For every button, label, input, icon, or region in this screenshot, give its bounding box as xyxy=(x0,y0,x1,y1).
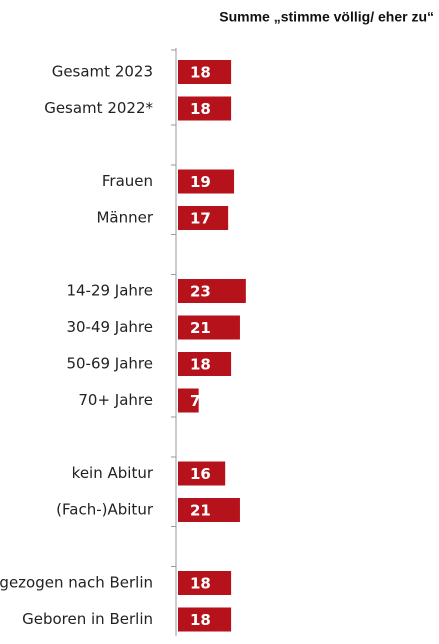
category-label: 30-49 Jahre xyxy=(66,318,153,336)
category-label: 70+ Jahre xyxy=(78,391,153,409)
bar xyxy=(178,279,246,303)
value-label: 21 xyxy=(190,502,211,520)
value-label: 18 xyxy=(190,100,211,118)
value-label: 18 xyxy=(190,611,211,629)
bar xyxy=(178,498,240,522)
value-label: 23 xyxy=(190,283,211,301)
category-label: (Fach-)Abitur xyxy=(56,501,154,519)
bar xyxy=(178,352,232,376)
value-label: 17 xyxy=(190,210,211,228)
bar xyxy=(178,96,232,121)
category-label: kein Abitur xyxy=(72,464,154,482)
value-label: 18 xyxy=(190,356,211,374)
chart-title: Summe „stimme völlig/ eher zu“ xyxy=(219,9,434,25)
category-label: 50-69 Jahre xyxy=(66,355,153,373)
category-label: Gesamt 2023 xyxy=(52,63,153,81)
value-label: 18 xyxy=(190,64,211,82)
category-label: Gesamt 2022* xyxy=(44,99,153,117)
bar xyxy=(178,315,240,340)
bar xyxy=(178,206,229,230)
bar xyxy=(178,388,199,413)
category-label: 14-29 Jahre xyxy=(66,282,153,300)
bar xyxy=(178,571,232,595)
bar xyxy=(178,461,226,486)
category-label: Geboren in Berlin xyxy=(22,610,153,628)
bar xyxy=(178,60,232,84)
category-label: Zugezogen nach Berlin xyxy=(0,574,153,592)
value-label: 7 xyxy=(190,392,200,410)
value-label: 16 xyxy=(190,465,211,483)
category-label: Frauen xyxy=(102,172,153,190)
category-label: Männer xyxy=(96,209,153,227)
value-label: 18 xyxy=(190,575,211,593)
bar xyxy=(178,607,232,632)
value-label: 21 xyxy=(190,319,211,337)
bar xyxy=(178,169,235,194)
value-label: 19 xyxy=(190,173,211,191)
